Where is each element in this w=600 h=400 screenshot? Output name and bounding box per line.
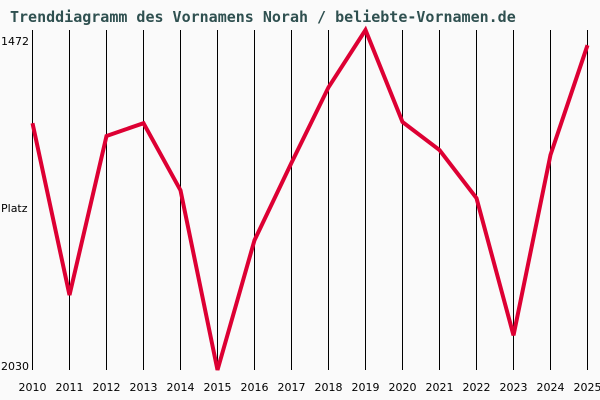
x-axis-tick-label: 2020 [388,381,417,394]
x-axis-tick-label: 2022 [462,381,491,394]
x-axis-tick-label: 2023 [499,381,528,394]
x-axis-tick-label: 2021 [425,381,454,394]
x-axis-tick-label: 2018 [314,381,343,394]
series-line [30,25,590,371]
y-axis-bottom-label: 2030 [1,360,29,373]
y-axis-top-label: 1472 [1,35,29,48]
x-axis-tick-label: 2012 [92,381,121,394]
x-axis-tick-label: 2014 [166,381,195,394]
x-axis-tick-label: 2019 [351,381,380,394]
x-axis-tick-label: 2017 [277,381,306,394]
x-axis-tick-label: 2024 [536,381,565,394]
y-axis-title: Platz [1,202,28,215]
x-axis-tick-label: 2016 [240,381,269,394]
x-axis-tick-label: 2015 [203,381,232,394]
x-axis-tick-label: 2010 [18,381,47,394]
chart-title: Trenddiagramm des Vornamens Norah / beli… [10,8,516,26]
x-axis-tick-label: 2013 [129,381,158,394]
x-axis-tick-label: 2011 [55,381,84,394]
x-axis-tick-label: 2025 [573,381,600,394]
